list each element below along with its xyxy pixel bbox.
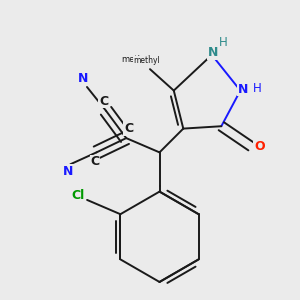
Text: N: N	[238, 83, 248, 96]
Text: H: H	[219, 37, 228, 50]
Text: N: N	[208, 46, 218, 59]
Text: C: C	[91, 155, 100, 168]
Text: Cl: Cl	[71, 189, 84, 202]
Text: methyl: methyl	[121, 55, 150, 64]
Text: C: C	[124, 122, 133, 135]
Text: N: N	[63, 165, 73, 178]
Text: C: C	[99, 95, 108, 108]
Text: O: O	[254, 140, 265, 153]
Text: methyl: methyl	[133, 56, 160, 65]
Text: N: N	[78, 72, 88, 85]
Text: H: H	[253, 82, 261, 95]
